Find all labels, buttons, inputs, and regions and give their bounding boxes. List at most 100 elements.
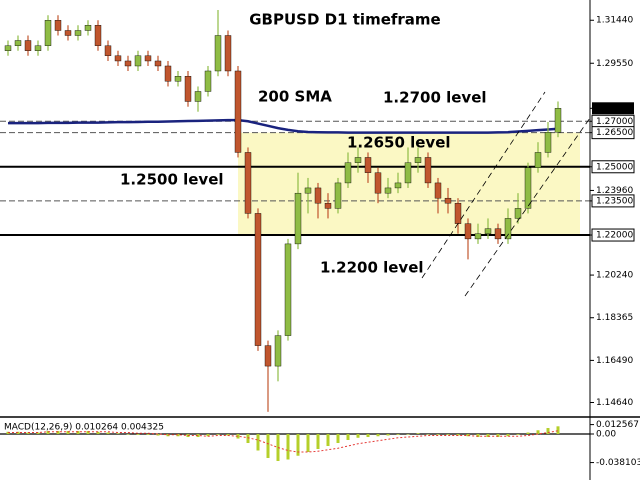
candle-body bbox=[264, 345, 272, 367]
macd-bar bbox=[66, 431, 70, 435]
candle-body bbox=[494, 228, 502, 240]
macd-bar bbox=[456, 434, 460, 436]
y-tick-label: 0.00 bbox=[596, 430, 616, 440]
annotation: 1.2500 level bbox=[120, 171, 224, 189]
candle-body bbox=[24, 40, 32, 51]
macd-bar bbox=[336, 434, 340, 444]
macd-bar bbox=[136, 434, 140, 435]
macd-bar bbox=[266, 434, 270, 458]
candle-body bbox=[474, 233, 482, 240]
macd-bar bbox=[516, 434, 520, 435]
candle-body bbox=[214, 35, 222, 72]
indicator-label: MACD(12,26,9) 0.010264 0.004325 bbox=[4, 423, 164, 433]
candle-body bbox=[334, 182, 342, 209]
candle-body bbox=[184, 76, 192, 102]
annotation: 1.2700 level bbox=[383, 89, 487, 107]
candle-body bbox=[104, 45, 112, 56]
candle-body bbox=[554, 108, 562, 133]
candle-body bbox=[454, 202, 462, 224]
macd-bar bbox=[96, 431, 100, 435]
macd-bar bbox=[296, 434, 300, 456]
y-tick-label: 1.23500 bbox=[596, 196, 633, 206]
candle-body bbox=[304, 187, 312, 194]
macd-bar bbox=[356, 434, 360, 438]
macd-bar bbox=[206, 434, 210, 437]
macd-bar bbox=[366, 434, 370, 438]
macd-bar bbox=[376, 434, 380, 437]
macd-bar bbox=[346, 434, 350, 441]
candle-body bbox=[254, 213, 262, 346]
candle-body bbox=[514, 208, 522, 219]
macd-bar bbox=[226, 434, 230, 436]
macd-bar bbox=[36, 432, 40, 435]
y-tick-label: 1.31440 bbox=[596, 16, 633, 26]
macd-bar bbox=[46, 431, 50, 435]
signal-line bbox=[8, 430, 559, 453]
candle-body bbox=[64, 30, 72, 36]
macd-bar bbox=[486, 434, 490, 438]
y-tick-label: 1.26500 bbox=[596, 128, 633, 138]
level-box bbox=[591, 228, 635, 242]
macd-bar bbox=[496, 434, 500, 438]
candle-body bbox=[234, 70, 242, 153]
candle-body bbox=[524, 167, 532, 209]
y-tick-label: 1.29550 bbox=[596, 59, 633, 69]
y-tick-label: 0.012567 bbox=[596, 420, 639, 430]
candle-body bbox=[324, 202, 332, 209]
candle-body bbox=[444, 197, 452, 204]
candle-body bbox=[224, 35, 232, 72]
macd-bar bbox=[106, 432, 110, 435]
candle-body bbox=[314, 187, 322, 204]
annotation: 1.2650 level bbox=[347, 134, 451, 152]
macd-bar bbox=[236, 434, 240, 439]
price-box bbox=[592, 102, 634, 115]
candle-body bbox=[94, 25, 102, 46]
macd-bar bbox=[276, 434, 280, 461]
macd-bar bbox=[436, 434, 440, 435]
y-tick-label: 1.27000 bbox=[596, 117, 633, 127]
candle-body bbox=[294, 192, 302, 245]
level-box bbox=[591, 160, 635, 174]
macd-bar bbox=[526, 432, 530, 435]
macd-bar bbox=[76, 431, 80, 435]
macd-bar bbox=[156, 434, 160, 436]
candle-body bbox=[464, 223, 472, 240]
macd-bar bbox=[26, 432, 30, 435]
macd-bar bbox=[126, 434, 130, 435]
macd-bar bbox=[476, 434, 480, 438]
macd-bar bbox=[406, 434, 410, 435]
level-box bbox=[591, 194, 635, 208]
macd-bar bbox=[246, 434, 250, 444]
candle-body bbox=[54, 20, 62, 31]
macd-bar bbox=[426, 434, 430, 435]
candle-body bbox=[4, 45, 12, 51]
macd-bar bbox=[396, 434, 400, 435]
level-box bbox=[591, 126, 635, 140]
candle-body bbox=[204, 70, 212, 92]
candle-body bbox=[384, 187, 392, 194]
y-tick-label: -0.038103 bbox=[596, 458, 640, 468]
candle-body bbox=[194, 91, 202, 102]
macd-bar bbox=[256, 434, 260, 451]
candle-body bbox=[414, 157, 422, 163]
candle-body bbox=[374, 172, 382, 194]
candle-body bbox=[14, 40, 22, 46]
candle-body bbox=[144, 55, 152, 62]
candle-body bbox=[484, 228, 492, 234]
y-tick-label: 1.25000 bbox=[596, 162, 633, 172]
macd-bar bbox=[286, 434, 290, 460]
candle-body bbox=[354, 157, 362, 163]
y-tick-label: 1.22000 bbox=[596, 231, 633, 241]
candle-body bbox=[84, 25, 92, 31]
macd-bar bbox=[416, 433, 420, 435]
macd-bar bbox=[326, 434, 330, 447]
candle-body bbox=[74, 30, 82, 36]
chart-title: GBPUSD D1 timeframe bbox=[249, 11, 440, 29]
candle-body bbox=[174, 76, 182, 82]
macd-bar bbox=[56, 431, 60, 435]
macd-bar bbox=[536, 430, 540, 435]
macd-bar bbox=[216, 434, 220, 435]
macd-bar bbox=[176, 434, 180, 437]
